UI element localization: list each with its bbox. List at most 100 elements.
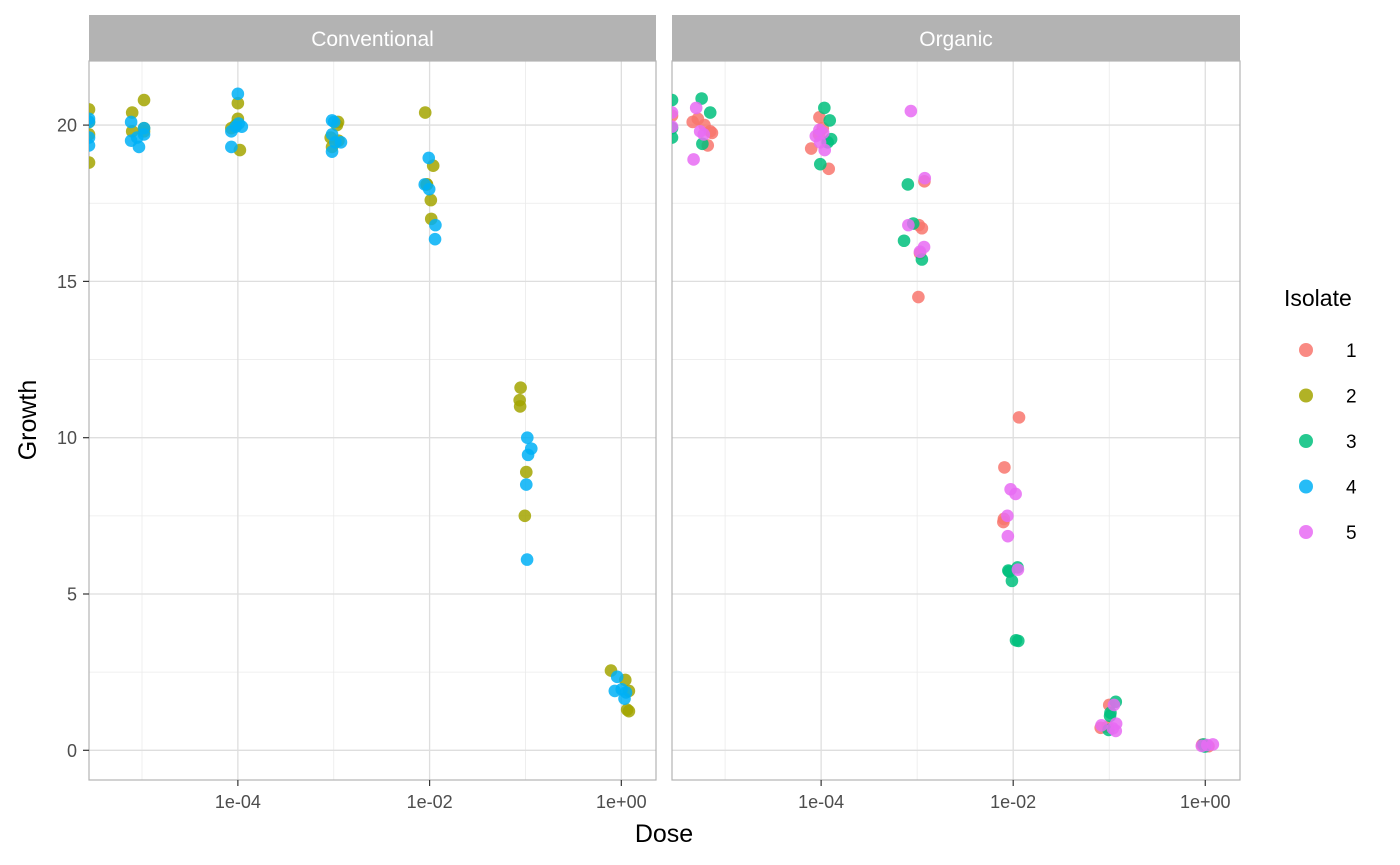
point-isolate-1 [804,142,818,155]
gridlines-conventional [89,61,656,780]
point-isolate-2 [513,400,527,413]
y-tick-label: 5 [67,584,77,604]
legend-key-2 [1299,388,1313,403]
point-isolate-5 [1009,487,1022,501]
point-isolate-4 [618,692,631,706]
point-isolate-4 [428,232,442,246]
panel-organic: Organic [671,15,1241,781]
point-isolate-4 [225,140,238,154]
point-isolate-4 [422,182,436,196]
point-isolate-4 [232,117,245,130]
point-isolate-2 [89,156,96,169]
legend-label-2: 2 [1346,387,1357,408]
point-isolate-5 [904,104,918,118]
point-isolate-4 [519,478,533,491]
point-isolate-5 [1011,563,1025,576]
point-isolate-1 [1012,411,1026,424]
point-isolate-2 [137,93,151,107]
panel-border-conventional [88,60,657,781]
point-isolate-3 [695,92,708,105]
point-isolate-5 [672,120,679,133]
point-isolate-5 [697,128,711,141]
legend-key-1 [1299,343,1313,357]
legend-label-4: 4 [1346,478,1357,499]
x-axis-title: Dose [635,820,693,848]
point-isolate-4 [231,87,245,101]
point-isolate-3 [703,106,717,119]
point-isolate-5 [813,135,827,149]
point-isolate-5 [1095,718,1108,732]
point-isolate-5 [1109,717,1123,731]
strip-conventional [89,15,656,61]
gridlines-organic [672,61,1240,780]
x-tick-label: 1e+00 [596,792,647,812]
panel-title-organic: Organic [919,28,993,51]
legend-title: Isolate [1284,285,1352,311]
y-tick-label: 10 [57,428,77,448]
point-isolate-4 [520,553,534,566]
point-isolate-4 [124,115,138,129]
legend-key-3 [1299,434,1313,448]
point-isolate-4 [132,140,146,154]
point-isolate-5 [902,218,915,232]
panel-conventional: Conventional [88,15,657,781]
point-isolate-4 [89,139,96,152]
point-isolate-3 [672,93,679,107]
point-isolate-3 [823,114,837,127]
y-tick-label: 0 [67,741,77,761]
legend: Isolate 1 2 3 4 5 [1284,285,1357,544]
strip-organic [672,15,1240,61]
y-tick-label: 15 [57,272,77,292]
y-axis-title: Growth [14,380,42,461]
x-tick-label: 1e-02 [407,792,453,812]
point-isolate-4 [520,431,534,444]
point-isolate-3 [901,178,915,191]
legend-label-5: 5 [1346,523,1357,544]
point-isolate-5 [1001,529,1015,543]
x-tick-label: 1e-04 [798,792,844,812]
panel-border-organic [671,60,1241,781]
point-isolate-5 [1001,509,1014,523]
point-isolate-3 [696,137,709,151]
point-isolate-4 [325,145,339,158]
point-isolate-1 [813,110,826,124]
point-isolate-2 [89,103,96,116]
point-isolate-4 [137,128,151,141]
points-organic [672,92,1220,753]
x-tick-label: 1e-02 [990,792,1036,812]
point-isolate-5 [1206,738,1220,751]
point-isolate-5 [687,153,700,166]
point-isolate-3 [672,131,679,144]
point-isolate-4 [89,115,96,129]
x-tick-label: 1e-04 [215,792,261,812]
legend-entries: 1 2 3 4 5 [1299,341,1357,544]
legend-label-3: 3 [1346,432,1357,453]
point-isolate-2 [125,106,139,119]
x-axis-organic: 1e-04 1e-02 1e+00 [798,780,1231,812]
point-isolate-4 [327,115,341,129]
point-isolate-5 [689,101,703,115]
point-isolate-5 [917,240,931,254]
point-isolate-3 [813,157,827,171]
point-isolate-4 [334,135,348,149]
point-isolate-2 [518,509,532,523]
point-isolate-4 [422,151,436,165]
point-isolate-4 [610,670,624,684]
point-isolate-2 [514,381,527,394]
point-isolate-3 [818,101,831,115]
legend-key-4 [1299,479,1313,494]
legend-key-5 [1299,525,1313,539]
panel-title-conventional: Conventional [311,28,434,51]
point-isolate-1 [998,461,1011,474]
point-isolate-2 [418,106,432,119]
point-isolate-5 [918,171,932,185]
point-isolate-3 [1005,574,1019,588]
y-tick-label: 20 [57,116,77,136]
legend-label-1: 1 [1346,341,1357,362]
point-isolate-1 [912,290,925,304]
points-conventional [89,87,636,718]
x-tick-label: 1e+00 [1180,792,1231,812]
point-isolate-5 [672,106,679,119]
point-isolate-3 [897,234,911,248]
